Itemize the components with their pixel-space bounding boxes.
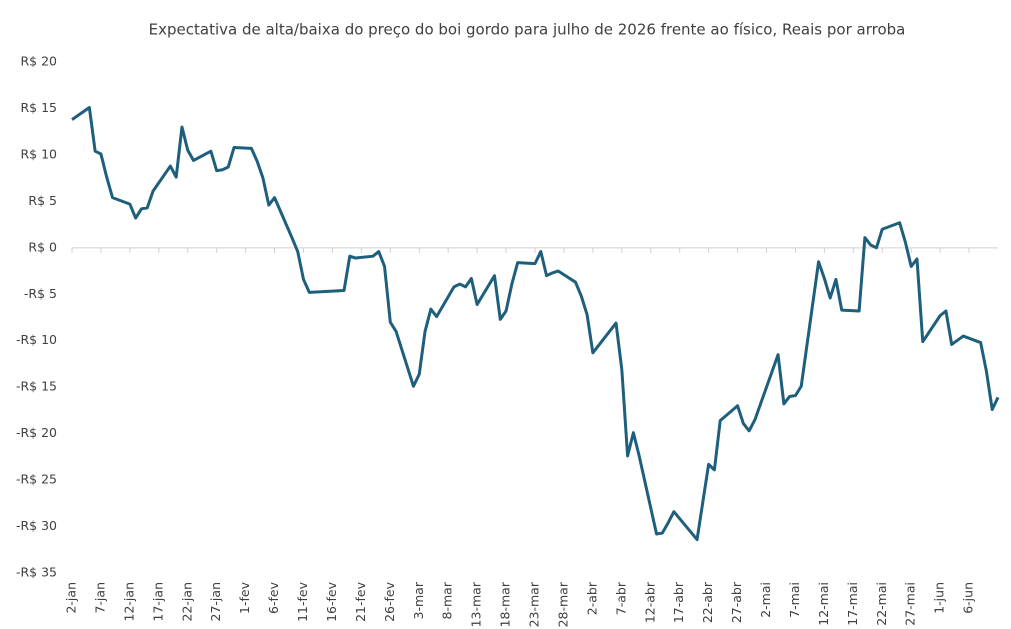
x-tick-label: 28-mar <box>555 581 570 627</box>
x-tick-label: 2-mai <box>758 582 773 618</box>
x-tick-label: 1-jun <box>932 582 947 614</box>
chart-title: Expectativa de alta/baixa do preço do bo… <box>149 21 906 39</box>
data-line <box>71 106 1000 542</box>
x-tick-label: 18-mar <box>498 581 513 627</box>
x-tick-label: 17-jan <box>150 582 165 621</box>
x-tick-label: 12-jan <box>121 582 136 621</box>
y-tick-label: -R$ 10 <box>16 332 57 347</box>
x-tick-label: 1-fev <box>237 581 252 614</box>
x-tick-label: 17-mai <box>845 582 860 626</box>
y-tick-label: -R$ 20 <box>16 425 57 440</box>
y-tick-label: R$ 0 <box>28 239 57 254</box>
y-tick-label: -R$ 25 <box>16 472 57 487</box>
x-tick-label: 13-mar <box>469 581 484 627</box>
y-tick-label: R$ 20 <box>20 54 57 69</box>
x-tick-label: 12-abr <box>642 581 657 623</box>
x-tick-label: 27-mai <box>903 582 918 626</box>
x-tick-label: 2-abr <box>584 581 599 615</box>
x-tick-label: 2-jan <box>64 582 79 614</box>
y-tick-label: -R$ 35 <box>16 565 57 580</box>
x-tick-label: 11-fev <box>295 581 310 622</box>
x-tick-label: 22-mai <box>874 582 889 626</box>
x-tick-label: 22-abr <box>700 581 715 623</box>
x-tick-label: 3-mar <box>411 581 426 619</box>
x-tick-label: 6-fev <box>266 581 281 614</box>
x-tick-label: 8-mar <box>440 581 455 619</box>
x-tick-label: 12-mai <box>816 582 831 626</box>
y-tick-label: -R$ 15 <box>16 379 57 394</box>
x-tick-label: 17-abr <box>671 581 686 623</box>
y-tick-label: R$ 5 <box>28 193 57 208</box>
x-tick-label: 16-fev <box>324 581 339 622</box>
x-tick-label: 7-jan <box>92 582 107 614</box>
y-tick-label: -R$ 30 <box>16 518 57 533</box>
x-tick-label: 22-jan <box>179 582 194 621</box>
y-tick-label: R$ 10 <box>20 146 57 161</box>
x-tick-label: 26-fev <box>382 581 397 622</box>
x-tick-label: 27-abr <box>729 581 744 623</box>
x-tick-label: 21-fev <box>353 581 368 622</box>
x-tick-label: 6-jun <box>961 582 976 614</box>
x-tick-label: 7-mai <box>787 582 802 618</box>
x-tick-label: 7-abr <box>613 581 628 615</box>
x-tick-label: 23-mar <box>527 581 542 627</box>
y-tick-label: R$ 15 <box>20 100 57 115</box>
y-tick-label: -R$ 5 <box>24 286 57 301</box>
x-tick-label: 27-jan <box>208 582 223 621</box>
